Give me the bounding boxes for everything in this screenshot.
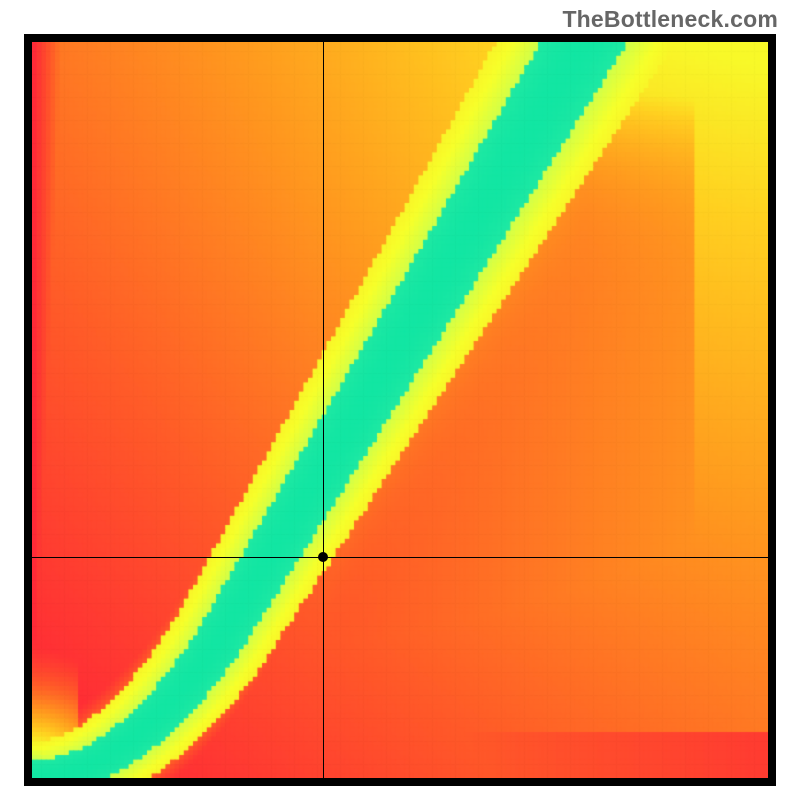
crosshair-horizontal [32, 557, 768, 558]
heatmap-canvas [32, 42, 768, 778]
chart-frame [24, 34, 776, 786]
crosshair-point [318, 552, 328, 562]
crosshair-vertical [323, 42, 324, 778]
chart-container: TheBottleneck.com [0, 0, 800, 800]
watermark-text: TheBottleneck.com [562, 6, 778, 33]
plot-area [32, 42, 768, 778]
